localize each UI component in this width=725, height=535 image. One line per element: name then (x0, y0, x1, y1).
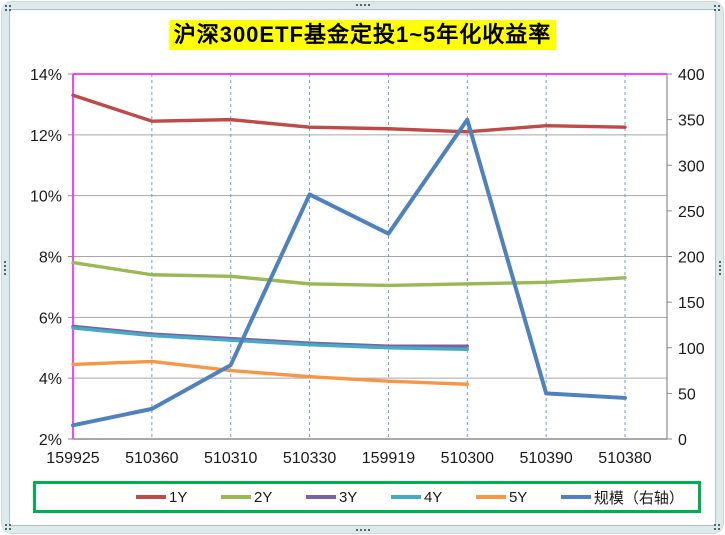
right-axis-tick-label: 350 (678, 113, 705, 130)
left-axis-tick-label: 12% (30, 128, 62, 145)
right-axis-tick-label: 0 (678, 432, 687, 449)
x-axis-label: 510330 (283, 450, 336, 467)
left-axis-tick-label: 6% (39, 310, 62, 327)
legend-label: 5Y (508, 488, 528, 506)
right-axis-tick-label: 200 (678, 250, 705, 267)
selection-handle-bottom[interactable] (355, 529, 370, 531)
x-axis-label: 510380 (598, 450, 651, 467)
selection-handle-left[interactable] (4, 260, 6, 275)
legend-item-2Y[interactable]: 2Y (220, 488, 273, 506)
legend[interactable]: 1Y 2Y 3Y 4Y 5Y 规模（右轴） (33, 481, 701, 513)
chart-title[interactable]: 沪深300ETF基金定投1~5年化收益率 (168, 20, 557, 50)
series-line-1Y[interactable] (71, 93, 627, 134)
left-axis-tick-label: 8% (39, 250, 62, 267)
selection-handle-right[interactable] (719, 260, 721, 275)
legend-swatch-规模（右轴） (560, 495, 591, 499)
right-axis-tick-label: 250 (678, 204, 705, 221)
series-line-4Y[interactable] (71, 326, 469, 351)
legend-item-4Y[interactable]: 4Y (390, 488, 443, 506)
selection-handle-bottom-left[interactable] (5, 524, 11, 530)
legend-swatch-2Y (220, 495, 251, 499)
x-axis-label: 510390 (519, 450, 572, 467)
right-axis-tick-label: 150 (678, 295, 705, 312)
left-axis-tick-label: 14% (30, 67, 62, 84)
x-axis-label: 510360 (125, 450, 178, 467)
legend-swatch-5Y (475, 495, 506, 499)
legend-label: 1Y (169, 488, 188, 506)
right-axis-tick-label: 400 (678, 67, 705, 84)
series-line-2Y[interactable] (71, 260, 627, 288)
selection-handle-top[interactable] (355, 4, 370, 6)
legend-item-3Y[interactable]: 3Y (305, 488, 358, 506)
series-line-5Y[interactable] (71, 359, 469, 386)
left-axis-tick-label: 10% (30, 189, 62, 206)
x-axis-label: 510300 (441, 450, 494, 467)
legend-label: 2Y (253, 488, 273, 506)
legend-item-1Y[interactable]: 1Y (136, 489, 187, 506)
legend-item-规模（右轴）[interactable]: 规模（右轴） (560, 487, 684, 508)
legend-label: 3Y (338, 488, 358, 506)
legend-item-5Y[interactable]: 5Y (475, 488, 528, 506)
selection-handle-bottom-right[interactable] (714, 524, 720, 530)
x-axis-label: 159919 (362, 450, 415, 467)
legend-label: 规模（右轴） (593, 489, 684, 507)
legend-label: 4Y (423, 488, 443, 506)
series-line-规模（右轴）[interactable] (71, 117, 627, 428)
legend-swatch-3Y (305, 495, 336, 499)
selection-handle-top-left[interactable] (5, 5, 11, 11)
right-axis-tick-label: 300 (678, 158, 705, 175)
legend-swatch-4Y (390, 495, 421, 499)
right-axis-tick-label: 100 (678, 341, 705, 358)
right-axis-tick-label: 50 (678, 386, 696, 403)
legend-swatch-1Y (136, 495, 166, 499)
x-axis-label: 510310 (204, 450, 257, 467)
selection-handle-top-right[interactable] (714, 5, 720, 11)
x-axis-label: 159925 (46, 450, 99, 467)
left-axis-tick-label: 2% (39, 432, 62, 449)
left-axis-tick-label: 4% (39, 371, 62, 388)
